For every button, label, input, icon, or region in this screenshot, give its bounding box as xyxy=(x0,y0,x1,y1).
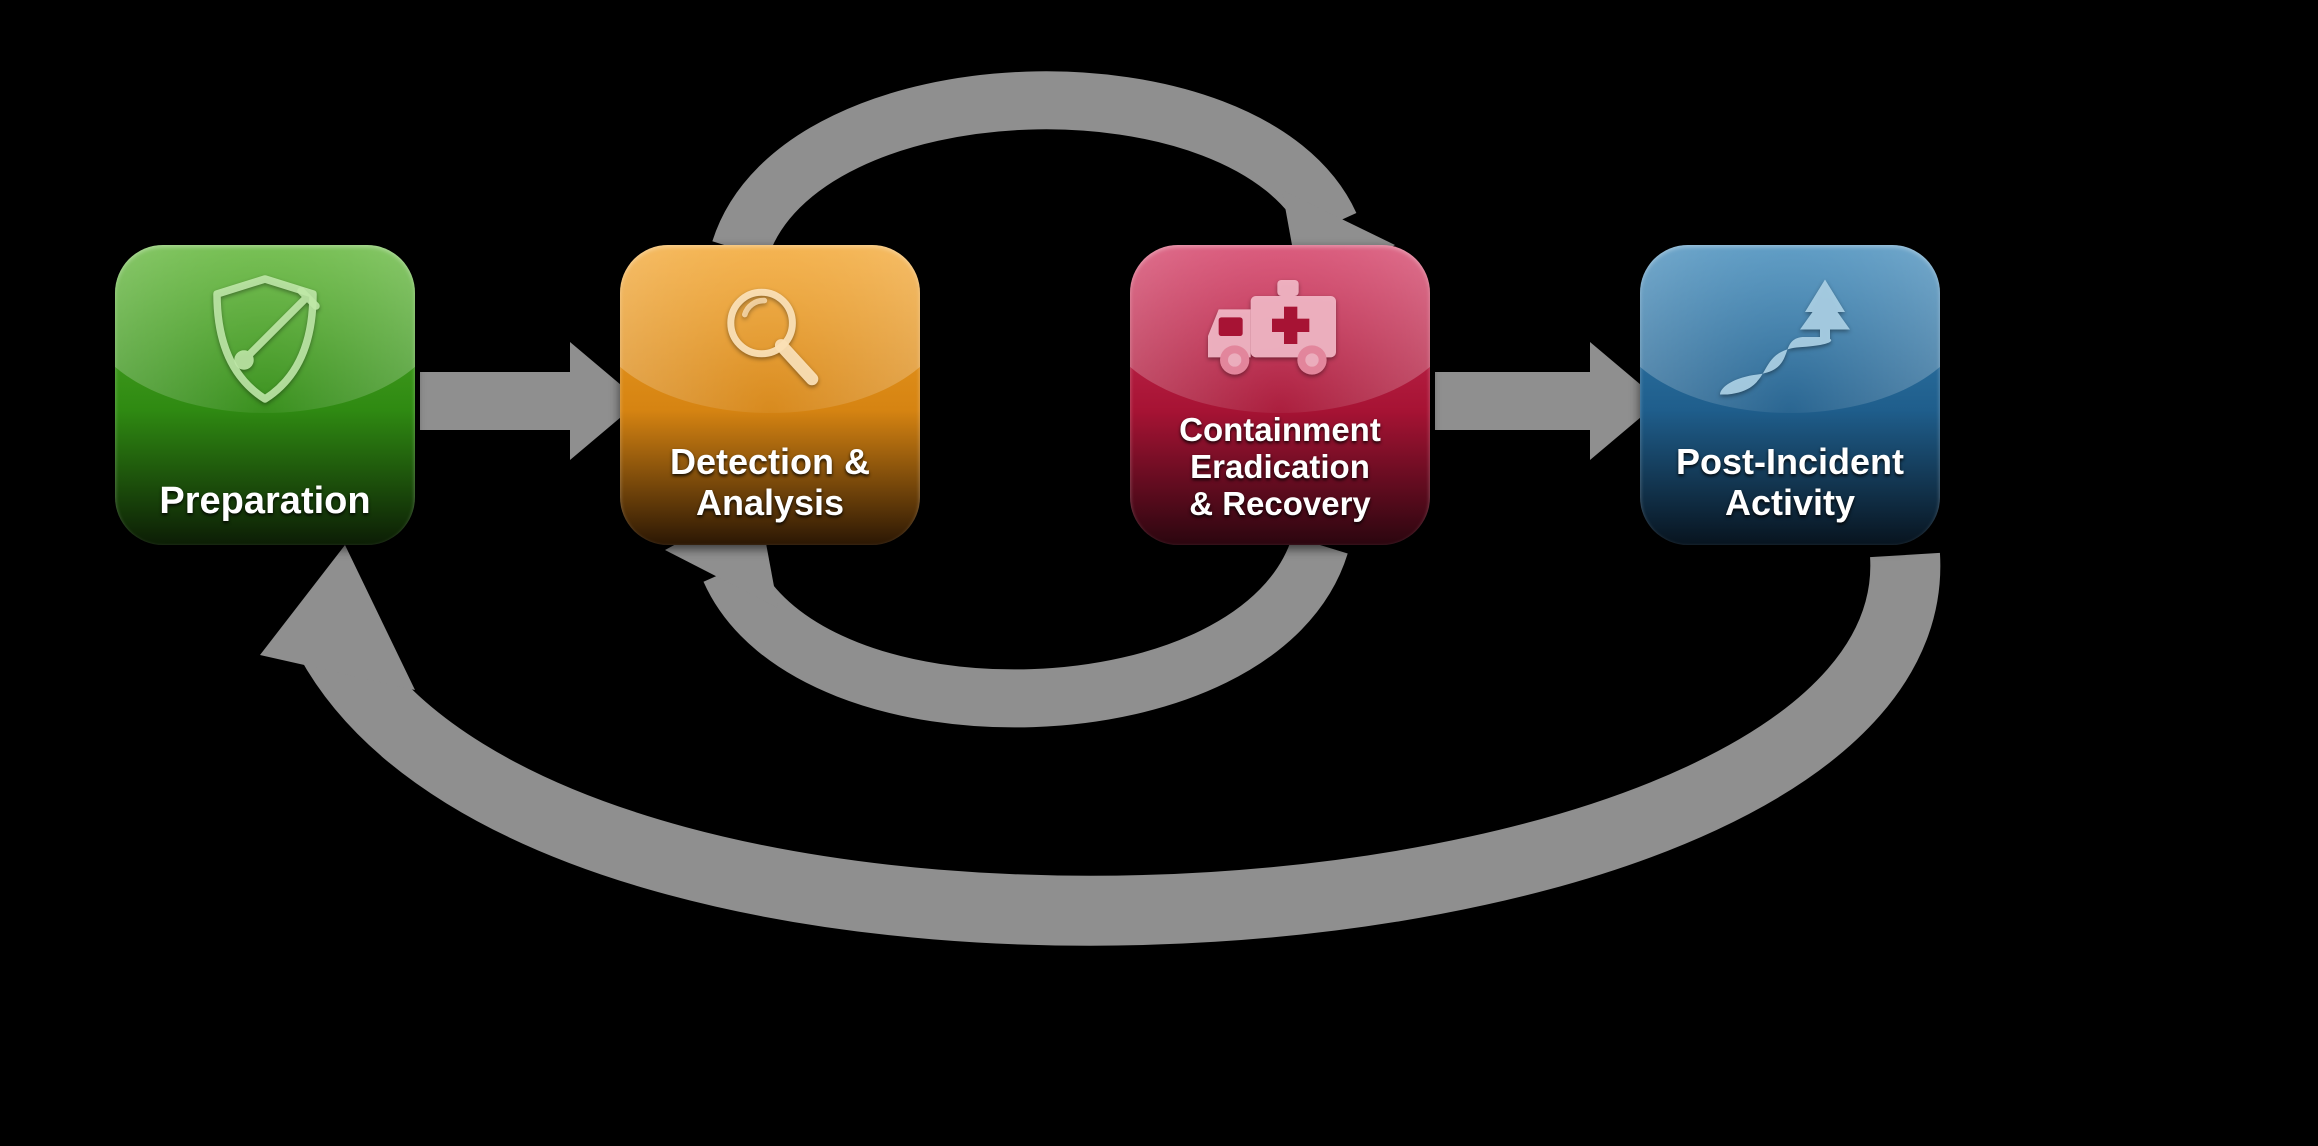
arrowhead-long-return xyxy=(260,545,415,690)
arrow-detection-to-containment-top xyxy=(740,100,1330,250)
arrow-containment-to-detection-bottom xyxy=(730,545,1320,698)
tile-label: Detection & Analysis xyxy=(632,442,908,523)
arrow-postincident-to-preparation xyxy=(330,555,1905,911)
arrows-layer xyxy=(0,0,2318,1146)
shield-pen-icon xyxy=(115,267,415,417)
road-tree-icon xyxy=(1640,267,1940,407)
arrow-preparation-to-detection xyxy=(420,342,640,460)
tile-preparation: Preparation xyxy=(115,245,415,545)
incident-lifecycle-diagram: Preparation Detection & Analysis xyxy=(0,0,2318,1146)
arrow-containment-to-postincident xyxy=(1435,342,1660,460)
tile-label: Post-Incident Activity xyxy=(1652,442,1928,523)
tile-detection: Detection & Analysis xyxy=(620,245,920,545)
tile-containment: Containment Eradication & Recovery xyxy=(1130,245,1430,545)
magnifier-icon xyxy=(620,267,920,407)
tile-label: Containment Eradication & Recovery xyxy=(1142,412,1418,523)
ambulance-icon xyxy=(1130,267,1430,397)
tile-postincident: Post-Incident Activity xyxy=(1640,245,1940,545)
tile-label: Preparation xyxy=(127,480,403,523)
